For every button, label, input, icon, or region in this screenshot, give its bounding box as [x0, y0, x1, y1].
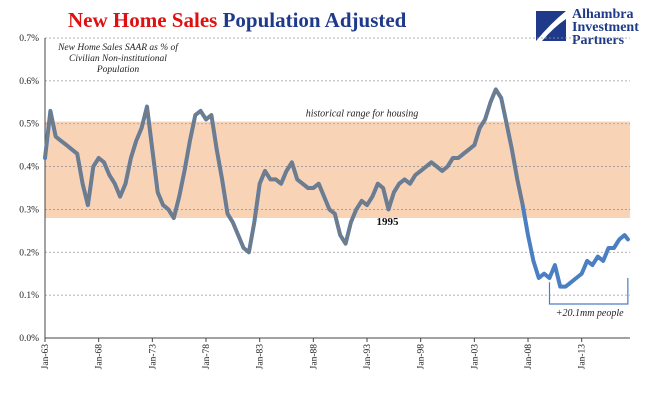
y-tick-label: 0.5%	[19, 120, 39, 130]
x-tick-label: Jan-98	[417, 344, 427, 370]
y-tick-label: 0.3%	[19, 205, 39, 215]
x-tick-label: Jan-83	[256, 344, 266, 370]
annotation-description-line: New Home Sales SAAR as % of	[57, 42, 179, 53]
historical-range-band	[45, 122, 630, 218]
y-tick-label: 0.4%	[19, 163, 39, 173]
annotation-description-line: Population	[96, 65, 139, 75]
x-tick-label: Jan-78	[202, 344, 212, 370]
y-tick-label: 0.6%	[19, 77, 39, 87]
annotation-description-line: Civilian Non-institutional	[69, 54, 167, 64]
annotation-1995: 1995	[376, 216, 399, 228]
line-chart: 0.0% 0.1% 0.2% 0.3% 0.4% 0.5% 0.6% 0.7% Jan-63 Ja…	[0, 0, 660, 401]
x-tick-label: Jan-93	[363, 344, 373, 370]
y-tick-label: 0.1%	[19, 291, 39, 301]
annotation-description: New Home Sales SAAR as % of Civilian Non-…	[57, 42, 179, 75]
x-tick-label: Jan-13	[578, 344, 588, 370]
x-tick-label: Jan-08	[524, 344, 534, 370]
x-tick-label: Jan-68	[95, 344, 105, 370]
annotation-population: +20.1mm people	[556, 308, 624, 319]
y-tick-label: 0.0%	[19, 334, 39, 344]
x-tick-label: Jan-03	[470, 344, 480, 370]
y-tick-label: 0.7%	[19, 34, 39, 44]
population-bracket	[549, 278, 627, 304]
x-tick-label: Jan-63	[41, 344, 51, 370]
y-tick-label: 0.2%	[19, 248, 39, 258]
x-tick-label: Jan-73	[148, 344, 158, 370]
chart-root: New Home Sales Population Adjusted Alham…	[0, 0, 660, 401]
band-label: historical range for housing	[306, 109, 419, 120]
x-tick-label: Jan-88	[309, 344, 319, 370]
